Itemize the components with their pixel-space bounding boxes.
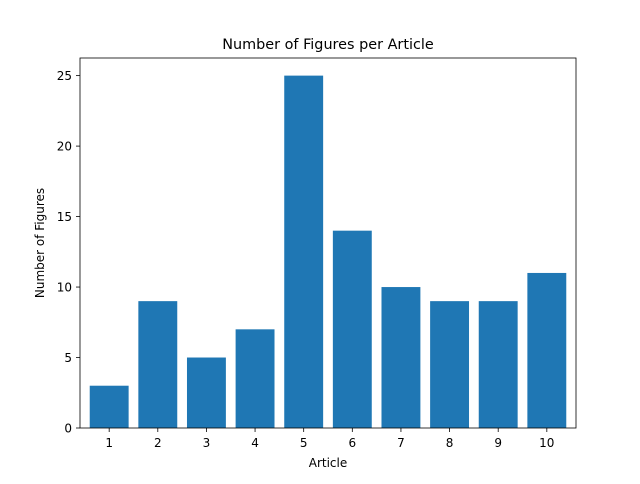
- axes-layer: 1 2 3 4 5 6 7 8 9 10 0 5 10 15 20 25: [57, 57, 577, 450]
- x-tick-label: 6: [348, 436, 356, 450]
- y-tick-label: 0: [64, 422, 72, 436]
- bar-article-4: [235, 329, 275, 428]
- x-tick-label: 10: [539, 436, 554, 450]
- bar-article-10: [527, 272, 567, 428]
- x-tick-label: 2: [154, 436, 162, 450]
- x-tick-label: 4: [251, 436, 259, 450]
- bar-article-3: [186, 357, 226, 428]
- y-tick-label: 5: [64, 351, 72, 365]
- x-tick-label: 3: [203, 436, 211, 450]
- plot-frame: [79, 57, 577, 429]
- bar-article-1: [89, 385, 129, 428]
- bar-article-8: [430, 301, 470, 428]
- x-tick-label: 1: [105, 436, 113, 450]
- x-tick-label: 7: [397, 436, 405, 450]
- x-axis-label: Article: [309, 456, 348, 470]
- y-tick-label: 15: [57, 210, 72, 224]
- y-axis-label: Number of Figures: [33, 188, 47, 298]
- y-tick-label: 10: [57, 281, 72, 295]
- bars-layer: [89, 75, 567, 429]
- bar-article-9: [478, 301, 518, 428]
- x-tick-label: 9: [494, 436, 502, 450]
- bar-article-6: [332, 230, 372, 428]
- bar-article-2: [138, 301, 178, 428]
- bar-article-7: [381, 287, 421, 428]
- chart-title: Number of Figures per Article: [222, 37, 434, 53]
- x-tick-label: 5: [300, 436, 308, 450]
- y-tick-label: 20: [57, 140, 72, 154]
- x-tick-label: 8: [446, 436, 454, 450]
- bar-article-5: [284, 75, 324, 429]
- y-tick-label: 25: [57, 69, 72, 83]
